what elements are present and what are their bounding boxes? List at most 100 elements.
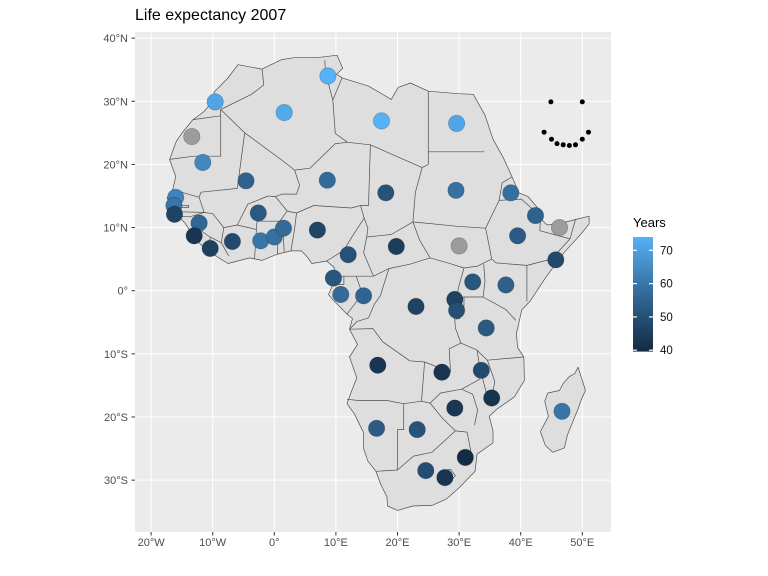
country-border bbox=[198, 132, 246, 198]
country-point-liberia bbox=[201, 239, 219, 257]
country-border bbox=[366, 221, 414, 238]
country-point-eritrea bbox=[502, 184, 520, 202]
y-tick-label: 30°S bbox=[104, 475, 128, 487]
country-border bbox=[466, 432, 472, 455]
country-border bbox=[421, 361, 425, 402]
country-border bbox=[373, 268, 390, 277]
country-point-chad bbox=[377, 184, 395, 202]
x-tick-label: 40°E bbox=[509, 537, 533, 549]
country-border bbox=[429, 388, 462, 404]
country-border bbox=[332, 77, 343, 101]
country-point-cote-divoire bbox=[223, 232, 241, 251]
country-border bbox=[256, 210, 288, 230]
smiley-point bbox=[586, 129, 591, 135]
smiley-point bbox=[579, 99, 585, 105]
country-border bbox=[476, 349, 488, 361]
country-border bbox=[499, 198, 536, 212]
legend-tick-label: 50 bbox=[660, 312, 673, 324]
country-point-benin bbox=[274, 219, 293, 237]
y-tick-label: 10°N bbox=[103, 223, 128, 235]
country-point-morocco bbox=[206, 93, 224, 111]
legend-title: Years bbox=[633, 215, 666, 230]
country-point-mauritania bbox=[194, 153, 212, 172]
y-tick-label: 40°N bbox=[103, 33, 128, 45]
smiley-point bbox=[579, 136, 585, 142]
country-point-tunisia bbox=[319, 67, 337, 85]
country-border bbox=[332, 99, 348, 143]
country-border bbox=[192, 115, 221, 120]
country-border bbox=[461, 378, 481, 390]
country-border bbox=[349, 268, 390, 330]
country-point-uganda bbox=[464, 273, 482, 291]
country-point-djibouti bbox=[526, 207, 545, 225]
country-border bbox=[397, 430, 456, 471]
country-point-ethiopia bbox=[508, 227, 527, 245]
country-border bbox=[430, 257, 465, 269]
country-border bbox=[498, 176, 513, 201]
country-border bbox=[569, 219, 576, 239]
country-border bbox=[363, 217, 369, 238]
country-point-congo bbox=[354, 287, 373, 305]
country-border bbox=[463, 258, 492, 269]
country-point-mali bbox=[237, 172, 255, 190]
country-border bbox=[326, 205, 365, 262]
smiley-point bbox=[573, 142, 578, 148]
country-border bbox=[485, 228, 493, 260]
smiley-point bbox=[541, 129, 547, 135]
country-point-western-sahara bbox=[183, 128, 201, 146]
legend-colorbar bbox=[633, 237, 653, 352]
country-point-zambia bbox=[433, 363, 451, 381]
country-border bbox=[397, 403, 405, 470]
country-point-mozambique bbox=[483, 389, 501, 407]
smiley-point bbox=[554, 141, 560, 147]
country-border bbox=[275, 169, 300, 197]
country-border bbox=[482, 296, 517, 321]
country-point-gabon bbox=[332, 285, 350, 304]
x-tick-label: 30°E bbox=[447, 537, 471, 549]
country-point-sudan bbox=[447, 181, 465, 199]
country-point-guinea-bissau bbox=[165, 205, 184, 223]
country-point-burkina-faso bbox=[249, 204, 267, 222]
country-border bbox=[455, 430, 468, 433]
legend-tick-label: 60 bbox=[660, 279, 673, 291]
country-point-lesotho bbox=[436, 468, 454, 487]
country-point-cameroon bbox=[339, 246, 357, 264]
x-tick-label: 10°E bbox=[324, 537, 348, 549]
country-point-nigeria bbox=[308, 221, 326, 239]
country-point-niger bbox=[318, 171, 336, 189]
country-border bbox=[347, 141, 429, 168]
smiley-point bbox=[548, 99, 554, 105]
country-point-burundi bbox=[447, 301, 466, 319]
country-point-egypt bbox=[447, 114, 466, 133]
country-border bbox=[412, 167, 423, 222]
country-point-sierra-leone bbox=[185, 227, 203, 245]
country-border bbox=[412, 221, 486, 229]
country-border bbox=[460, 342, 478, 351]
country-border bbox=[236, 195, 269, 226]
country-border bbox=[487, 356, 524, 361]
plot-title: Life expectancy 2007 bbox=[135, 7, 287, 24]
x-tick-label: 20°E bbox=[386, 537, 410, 549]
country-point-angola bbox=[369, 356, 387, 374]
country-point-madagascar bbox=[553, 402, 571, 420]
smiley-point bbox=[566, 143, 572, 148]
country-border bbox=[220, 227, 225, 243]
country-point-south-sudan bbox=[450, 237, 468, 255]
country-point-algeria bbox=[275, 104, 293, 122]
country-point-somalia bbox=[547, 251, 565, 269]
y-tick-label: 30°N bbox=[103, 96, 128, 108]
country-point-kenya bbox=[497, 276, 515, 294]
country-border bbox=[485, 200, 500, 229]
country-border bbox=[429, 402, 456, 432]
country-border bbox=[349, 328, 425, 363]
country-point-botswana bbox=[408, 420, 426, 439]
country-border bbox=[461, 388, 478, 426]
country-border bbox=[360, 144, 371, 206]
country-border bbox=[412, 221, 431, 259]
country-point-swaziland bbox=[456, 448, 474, 466]
country-point-somaliland bbox=[550, 219, 569, 237]
country-border bbox=[482, 264, 486, 298]
country-border bbox=[388, 257, 431, 269]
country-border bbox=[346, 398, 431, 405]
